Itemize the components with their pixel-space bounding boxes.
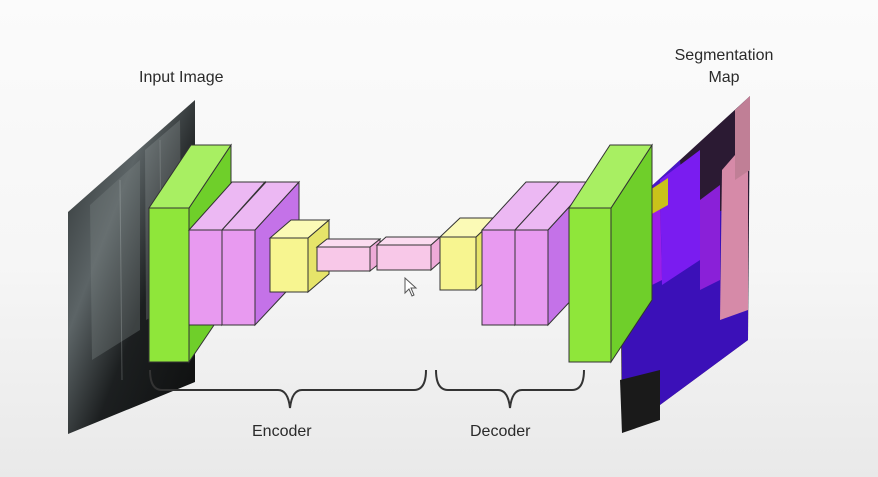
encoder-brace xyxy=(149,369,427,409)
decoder-block-yellow xyxy=(438,216,498,292)
bottleneck-block-pink-1 xyxy=(315,237,382,273)
encoder-label: Encoder xyxy=(252,423,312,440)
mouse-cursor-icon xyxy=(404,276,418,297)
segmentation-map-label: Segmentation Map xyxy=(660,45,788,89)
segmentation-label-line1: Segmentation xyxy=(674,47,774,64)
input-image-label: Input Image xyxy=(139,69,224,86)
bottleneck-block-pink-2 xyxy=(375,235,442,272)
decoder-block-green xyxy=(568,143,653,364)
decoder-brace xyxy=(435,369,585,409)
decoder-label: Decoder xyxy=(470,423,531,440)
segmentation-label-line2: Map xyxy=(708,69,740,86)
